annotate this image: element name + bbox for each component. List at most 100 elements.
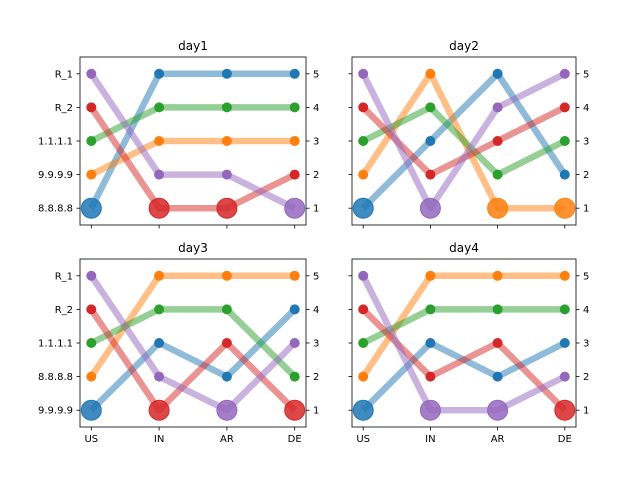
series-3-point-IN [154, 102, 165, 113]
series-5-point-US [86, 68, 97, 79]
series-4-point-IN [425, 371, 436, 382]
series-2-point-AR [492, 270, 503, 281]
series-3-point-US [86, 338, 97, 348]
series-5-point-IN [419, 399, 441, 421]
series-2-point-IN [425, 270, 436, 281]
panel-title: day4 [449, 241, 479, 255]
series-4-point-US [86, 304, 97, 315]
right-tick-label: 2 [583, 170, 589, 181]
right-tick-label: 3 [583, 137, 589, 148]
series-3-point-US [358, 136, 369, 146]
series-4-point-AR [221, 338, 232, 348]
series-line-3 [361, 104, 567, 178]
x-tick-label: IN [154, 434, 164, 445]
series-5-point-IN [154, 169, 165, 180]
panel-day1: day1 8.8.8.8 1 9.9.9.9 2 1.1.1.1 3 R_2 4 R_1 5 [38, 39, 319, 229]
panel-title: day1 [178, 39, 208, 53]
series-line-5 [360, 274, 567, 414]
left-tick-label: R_2 [55, 305, 73, 316]
right-tick-label: 5 [583, 271, 589, 282]
right-tick-label: 3 [583, 339, 589, 350]
left-tick-label: R_1 [55, 271, 73, 282]
panel-day3: day3 9.9.9.9 1 8.8.8.8 2 1.1.1.1 3 R_2 4 R_1 5 US IN… [38, 241, 319, 445]
series-3-point-US [358, 338, 369, 348]
series-line-5 [360, 70, 567, 212]
series-4-point-DE [559, 102, 570, 113]
series-2-point-AR [221, 270, 232, 281]
series-2-point-US [358, 169, 369, 180]
series-4-point-IN [425, 169, 436, 180]
series-2-point-US [86, 371, 97, 382]
series-5-point-DE [559, 68, 570, 79]
series-3-point-AR [221, 102, 232, 113]
left-tick-label: 9.9.9.9 [38, 170, 73, 181]
series-2-point-DE [559, 270, 570, 281]
series-5-point-DE [284, 197, 306, 219]
series-3-point-US [86, 136, 97, 146]
series-1-point-IN [154, 68, 165, 79]
series-2-point-IN [425, 68, 436, 79]
series-3-point-AR [492, 304, 503, 315]
series-3-point-AR [221, 304, 232, 315]
right-tick-label: 1 [313, 204, 319, 215]
left-tick-label: 1.1.1.1 [38, 137, 73, 148]
series-3-point-IN [425, 102, 436, 113]
x-tick-label: IN [425, 434, 435, 445]
series-4-point-IN [148, 399, 170, 421]
panel-day2: day2 1 2 3 4 5 [348, 39, 589, 229]
series-2-point-IN [154, 136, 165, 146]
series-2-point-DE [289, 136, 300, 146]
x-tick-label: US [84, 434, 98, 445]
series-1-point-US [352, 197, 374, 219]
series-2-point-US [358, 371, 369, 382]
left-tick-label: 8.8.8.8 [38, 372, 73, 383]
series-2-point-AR [221, 136, 232, 146]
x-tick-label: AR [491, 434, 505, 445]
series-2-point-DE [289, 270, 300, 281]
left-tick-label: 8.8.8.8 [38, 204, 73, 215]
right-tick-label: 1 [583, 204, 589, 215]
panel-title: day2 [449, 39, 479, 53]
series-3-point-DE [289, 102, 300, 113]
series-line-5 [88, 273, 297, 414]
left-tick-label: 1.1.1.1 [38, 339, 73, 350]
series-line-3 [361, 306, 565, 346]
series-4-point-AR [492, 136, 503, 146]
series-5-point-AR [221, 169, 232, 180]
right-tick-label: 4 [313, 305, 319, 316]
series-2-point-AR [487, 197, 509, 219]
series-3-point-DE [559, 304, 570, 315]
right-tick-label: 5 [313, 271, 319, 282]
series-5-point-DE [289, 338, 300, 348]
series-5-point-AR [492, 102, 503, 113]
panel-title: day3 [178, 241, 208, 255]
series-2-point-DE [554, 197, 576, 219]
right-tick-label: 5 [583, 69, 589, 80]
x-tick-label: DE [288, 434, 302, 445]
series-1-point-AR [492, 371, 503, 382]
series-1-point-US [352, 399, 374, 421]
series-4-point-DE [289, 169, 300, 180]
series-1-point-AR [492, 68, 503, 79]
series-1-point-DE [289, 68, 300, 79]
series-3-point-AR [492, 169, 503, 180]
right-tick-label: 4 [583, 103, 589, 114]
x-tick-label: DE [558, 434, 572, 445]
series-1-point-IN [425, 136, 436, 146]
left-tick-label: R_2 [55, 103, 73, 114]
series-1-point-US [80, 399, 102, 421]
series-1-point-DE [559, 338, 570, 348]
series-1-point-DE [559, 169, 570, 180]
x-tick-label: US [356, 434, 370, 445]
series-line-1 [88, 70, 295, 210]
series-5-point-IN [154, 371, 165, 382]
right-tick-label: 4 [583, 305, 589, 316]
series-3-point-IN [425, 304, 436, 315]
right-tick-label: 3 [313, 339, 319, 350]
right-tick-label: 1 [313, 406, 319, 417]
series-4-point-US [358, 304, 369, 315]
series-5-point-DE [559, 371, 570, 382]
series-4-point-US [358, 102, 369, 113]
series-3-point-DE [559, 136, 570, 146]
